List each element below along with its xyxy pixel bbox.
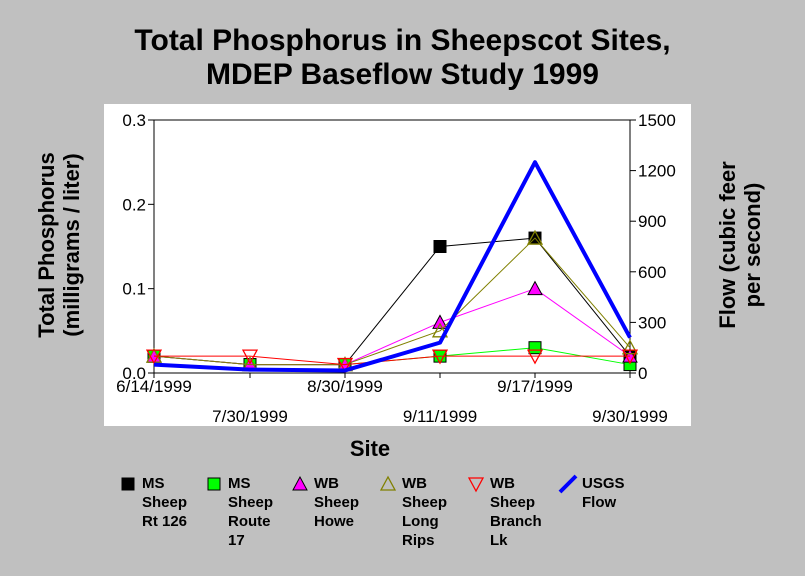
y2-tick-label: 1500 <box>638 111 676 130</box>
y2-axis-title: Flow (cubic feerper second) <box>715 161 765 329</box>
series-line <box>153 160 632 373</box>
x-tick-label: 7/30/1999 <box>212 407 288 426</box>
y2-tick-label: 1200 <box>638 162 676 181</box>
x-axis-title: Site <box>350 436 390 461</box>
legend-item: MS Sheep Route 17 <box>204 474 273 550</box>
y2-axis-title-line: Flow (cubic feer <box>715 161 740 329</box>
y-tick-label: 0.2 <box>122 195 146 214</box>
legend-item: MS Sheep Rt 126 <box>118 474 187 531</box>
legend-item: USGS Flow <box>558 474 625 512</box>
x-tick-label: 9/17/1999 <box>497 377 573 396</box>
legend-label: WB Sheep Howe <box>314 475 360 530</box>
data-point <box>336 357 354 373</box>
legend-label: MS Sheep Route 17 <box>228 475 274 549</box>
legend-item: WB Sheep Howe <box>290 474 359 531</box>
data-point <box>621 349 639 365</box>
series-5 <box>153 160 632 373</box>
x-tick-label: 6/14/1999 <box>116 377 192 396</box>
legend-label: WB Sheep Branch Lk <box>490 475 542 549</box>
data-point <box>432 314 448 329</box>
x-tick-label: 8/30/1999 <box>307 377 383 396</box>
data-point <box>528 341 542 355</box>
y2-tick-label: 600 <box>638 263 666 282</box>
y2-axis-title-line: per second) <box>740 183 765 308</box>
legend-label: WB Sheep Long Rips <box>402 475 448 549</box>
y-axis-title: Total Phosphorus(milligrams / liter) <box>34 152 84 337</box>
legend-marker <box>121 477 135 491</box>
legend-marker <box>467 477 485 493</box>
data-point <box>527 280 543 296</box>
data-point <box>526 229 544 245</box>
legend-item: WB Sheep Long Rips <box>378 474 447 550</box>
y2-tick-label: 300 <box>638 313 666 332</box>
x-tick-label: 9/30/1999 <box>592 407 668 426</box>
y-tick-label: 0.0 <box>122 364 146 383</box>
legend-swatch <box>558 474 578 494</box>
legend-item: WB Sheep Branch Lk <box>466 474 542 550</box>
legend-swatch <box>207 477 221 491</box>
legend-swatch <box>121 477 135 491</box>
y-axis-title-line: (milligrams / liter) <box>59 153 84 336</box>
y-tick-label: 0.1 <box>122 280 146 299</box>
data-point <box>241 349 259 365</box>
legend-line <box>558 474 578 494</box>
data-point <box>433 240 447 253</box>
legend-marker <box>379 475 397 491</box>
chart-title: Total Phosphorus in Sheepscot Sites, MDEP… <box>134 24 671 91</box>
data-point <box>621 339 639 355</box>
legend-label: USGS Flow <box>582 475 625 511</box>
series-line <box>153 237 631 366</box>
y-axis-title-line: Total Phosphorus <box>34 152 59 337</box>
plot-area <box>153 119 631 374</box>
y-tick-label: 0.3 <box>122 111 146 130</box>
x-tick-label: 9/11/1999 <box>403 407 477 426</box>
legend-marker <box>207 477 221 491</box>
legend-swatch <box>292 475 308 491</box>
y2-tick-label: 0 <box>638 364 647 383</box>
data-point <box>431 349 449 365</box>
y2-tick-label: 900 <box>638 212 666 231</box>
legend-swatch <box>379 475 397 491</box>
data-point <box>526 349 544 365</box>
data-point <box>431 322 449 338</box>
series-line <box>154 355 630 366</box>
legend-marker <box>292 475 308 491</box>
legend-swatch <box>467 477 485 493</box>
legend-label: MS Sheep Rt 126 <box>142 475 188 530</box>
series-4 <box>145 349 639 373</box>
data-point <box>145 349 163 365</box>
